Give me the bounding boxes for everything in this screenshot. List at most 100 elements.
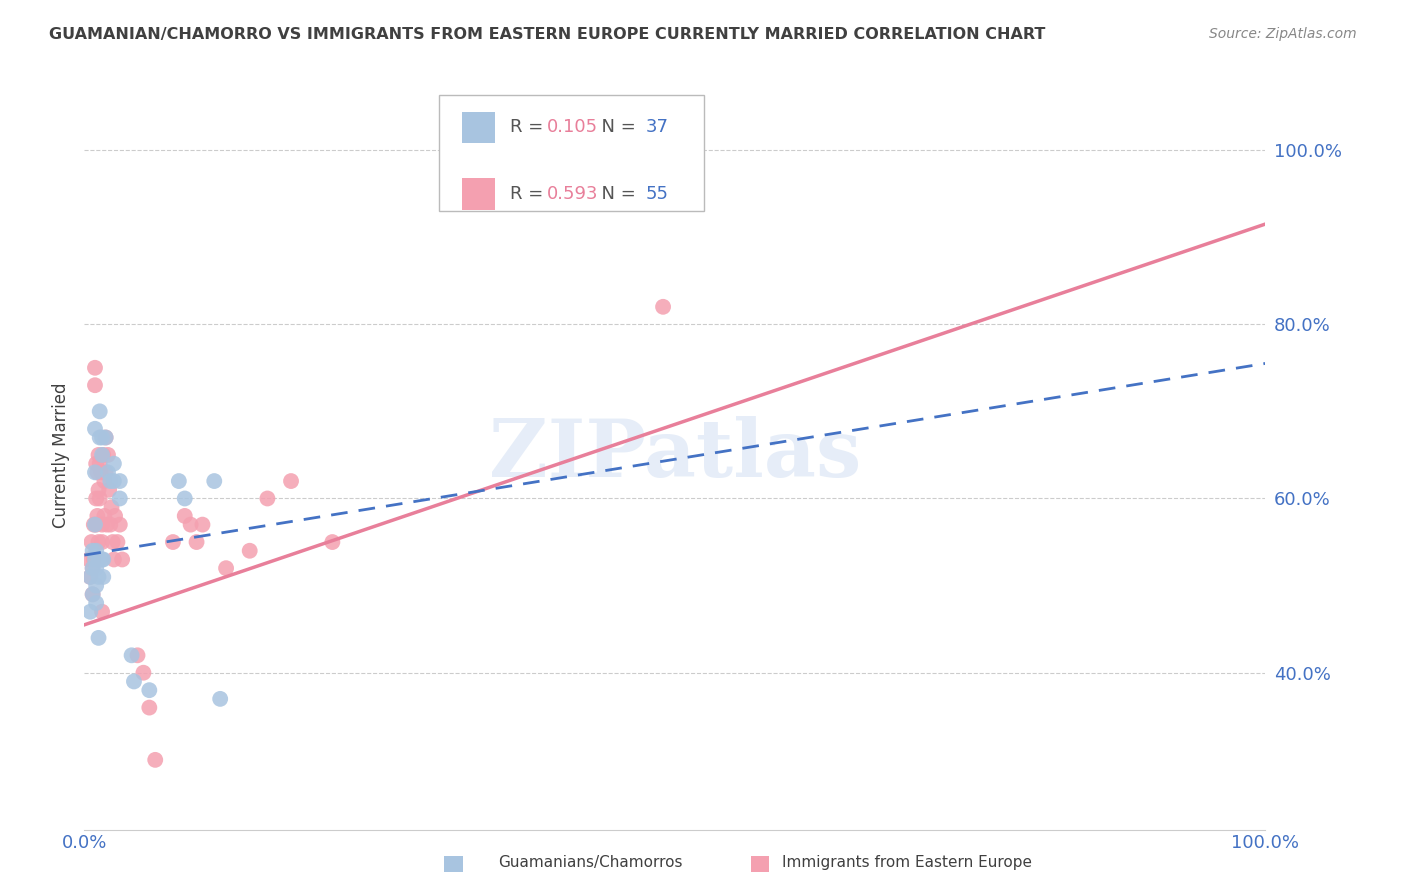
Point (84, 596, 107, 610)
Point (94, 430, 117, 444)
Point (87, 552, 110, 566)
Point (82, 543, 104, 558)
Text: N =: N = (591, 119, 641, 136)
Text: 37: 37 (645, 119, 668, 136)
Point (143, 753, 166, 767)
Point (94, 466, 117, 480)
Point (256, 491, 278, 506)
Point (91, 570, 114, 584)
Point (108, 491, 131, 506)
Point (91, 552, 114, 566)
Point (103, 552, 125, 566)
Point (121, 648, 143, 663)
Text: ZIPatlas: ZIPatlas (489, 416, 860, 494)
Text: Immigrants from Eastern Europe: Immigrants from Eastern Europe (782, 855, 1032, 870)
Point (84, 466, 107, 480)
Text: R =: R = (509, 119, 548, 136)
Point (215, 561, 238, 575)
Point (209, 691, 232, 706)
Point (84, 491, 107, 506)
Point (77, 552, 100, 566)
Point (97, 448, 120, 462)
Point (87, 448, 110, 462)
Text: GUAMANIAN/CHAMORRO VS IMMIGRANTS FROM EASTERN EUROPE CURRENTLY MARRIED CORRELATI: GUAMANIAN/CHAMORRO VS IMMIGRANTS FROM EA… (49, 27, 1046, 42)
Text: 0.105: 0.105 (547, 119, 599, 136)
FancyBboxPatch shape (463, 112, 495, 144)
Point (86, 466, 108, 480)
Text: R =: R = (509, 186, 548, 203)
Point (321, 535, 343, 549)
Text: 55: 55 (645, 186, 668, 203)
Point (103, 457, 125, 471)
Point (173, 508, 195, 523)
Point (91, 517, 114, 532)
Point (91, 448, 114, 462)
Point (91, 430, 114, 444)
Point (111, 552, 134, 566)
Point (191, 517, 214, 532)
Text: N =: N = (591, 186, 641, 203)
Point (173, 491, 195, 506)
Point (87, 570, 110, 584)
Point (90, 466, 112, 480)
Point (82, 561, 104, 575)
Point (98, 474, 121, 488)
Point (100, 500, 122, 515)
Point (79, 570, 101, 584)
Point (91, 552, 114, 566)
Point (87, 631, 110, 645)
Point (98, 483, 121, 497)
Point (89, 491, 111, 506)
Point (93, 508, 115, 523)
Point (87, 535, 110, 549)
Point (89, 404, 111, 418)
Point (84, 422, 107, 436)
Point (167, 474, 190, 488)
Point (108, 474, 131, 488)
Point (132, 665, 155, 680)
Point (186, 535, 208, 549)
Text: Guamanians/Chamorros: Guamanians/Chamorros (498, 855, 683, 870)
Point (108, 517, 131, 532)
Point (180, 517, 202, 532)
Point (84, 517, 107, 532)
Point (86, 508, 108, 523)
Point (94, 430, 117, 444)
Point (127, 648, 149, 663)
Point (280, 474, 302, 488)
Point (122, 674, 145, 689)
Point (83, 552, 105, 566)
Point (104, 508, 127, 523)
FancyBboxPatch shape (439, 95, 704, 211)
Point (89, 430, 111, 444)
Point (84, 543, 107, 558)
Point (84, 360, 107, 375)
Point (239, 543, 262, 558)
Point (82, 587, 104, 601)
Point (84, 517, 107, 532)
Text: 0.593: 0.593 (547, 186, 599, 203)
Point (82, 587, 104, 601)
Point (652, 300, 675, 314)
Point (87, 483, 110, 497)
Point (162, 535, 184, 549)
Point (91, 605, 114, 619)
Y-axis label: Currently Married: Currently Married (52, 382, 70, 528)
Point (91, 535, 114, 549)
Point (93, 474, 115, 488)
Point (103, 474, 125, 488)
FancyBboxPatch shape (463, 178, 495, 210)
Point (80, 535, 103, 549)
Point (83, 517, 105, 532)
Point (84, 561, 107, 575)
Point (96, 517, 118, 532)
Point (138, 683, 160, 698)
Point (84, 378, 107, 392)
Point (79, 605, 101, 619)
Point (82, 561, 104, 575)
Point (84, 457, 107, 471)
Point (107, 535, 129, 549)
Point (84, 552, 107, 566)
Point (138, 700, 160, 714)
Point (101, 535, 124, 549)
